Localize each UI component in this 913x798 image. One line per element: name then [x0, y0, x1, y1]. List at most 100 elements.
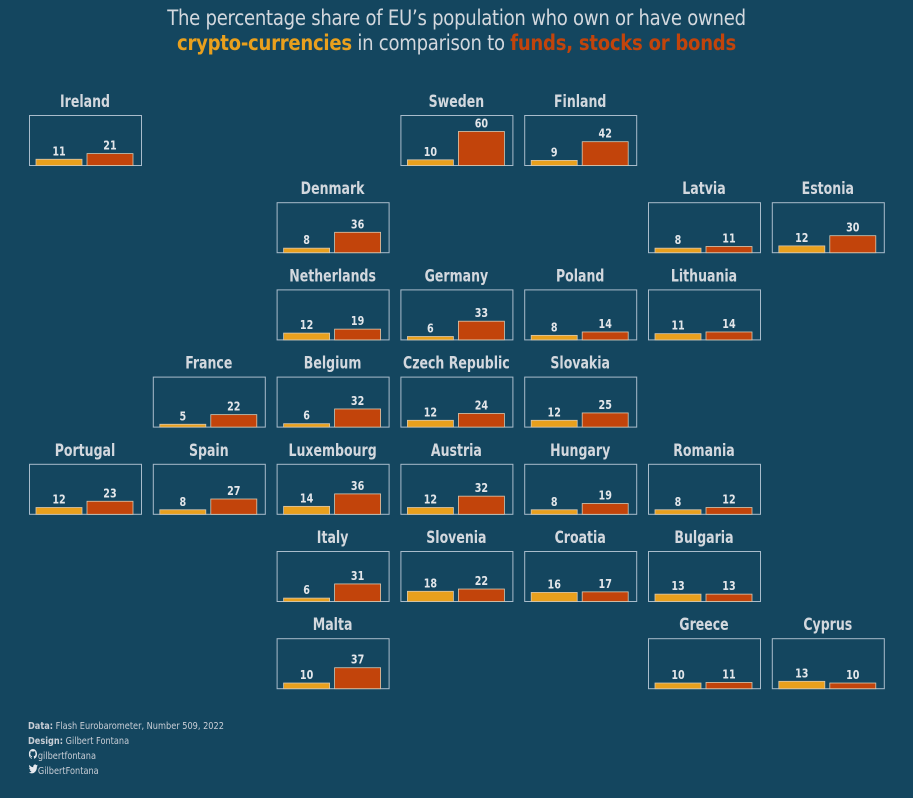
- funds-bar: [581, 591, 629, 602]
- tile-frame: [276, 463, 390, 515]
- country-tile-germany: Germany 6 33: [400, 266, 514, 341]
- tile-frame: [276, 289, 390, 341]
- country-tile-finland: Finland 9 42: [524, 92, 638, 166]
- crypto-value-label: 10: [671, 668, 685, 682]
- country-label: Estonia: [802, 179, 854, 199]
- country-label: Luxembourg: [288, 440, 376, 460]
- crypto-bar: [35, 507, 83, 515]
- country-label: Slovenia: [426, 528, 486, 548]
- crypto-bar: [530, 334, 578, 341]
- crypto-bar: [654, 333, 702, 341]
- tile-frame: [771, 638, 885, 690]
- github-icon: [28, 749, 38, 764]
- funds-bar: [705, 682, 753, 690]
- country-label: Spain: [189, 440, 229, 460]
- funds-value-label: 12: [722, 492, 735, 506]
- country-label: Hungary: [550, 440, 610, 460]
- funds-value-label: 19: [599, 488, 612, 502]
- funds-bar: [334, 231, 382, 254]
- country-label: Latvia: [682, 179, 725, 199]
- funds-value-label: 32: [475, 481, 488, 495]
- title-middle-text: in comparison to: [351, 31, 511, 55]
- tile-frame: [648, 463, 761, 515]
- tile-frame: [276, 638, 390, 690]
- tile-frame: [524, 551, 638, 602]
- country-label: Portugal: [55, 440, 116, 460]
- crypto-value-label: 12: [424, 492, 437, 506]
- funds-bar: [86, 153, 134, 166]
- funds-value-label: 27: [227, 484, 240, 498]
- funds-value-label: 33: [475, 306, 488, 320]
- country-label: Belgium: [304, 353, 362, 373]
- crypto-bar: [406, 336, 454, 341]
- funds-bar: [210, 414, 258, 428]
- funds-bar: [581, 503, 629, 515]
- country-label: Croatia: [555, 528, 606, 548]
- credit-twitter: GilbertFontana: [28, 764, 224, 779]
- crypto-bar: [530, 159, 578, 166]
- funds-value-label: 36: [351, 217, 364, 231]
- country-tile-slovenia: Slovenia 18 22: [400, 528, 514, 602]
- country-tile-luxembourg: Luxembourg 14 36: [276, 440, 390, 515]
- credit-data-label: Data:: [28, 721, 54, 732]
- country-tile-denmark: Denmark 8 36: [276, 179, 390, 254]
- country-tile-estonia: Estonia 12 30: [771, 179, 885, 254]
- crypto-bar: [159, 509, 207, 515]
- country-label: Bulgaria: [674, 528, 733, 548]
- crypto-bar: [406, 507, 454, 515]
- country-tile-romania: Romania 8 12: [648, 440, 761, 515]
- crypto-bar: [778, 680, 826, 690]
- twitter-handle: GilbertFontana: [37, 766, 99, 777]
- country-tile-lithuania: Lithuania 11 14: [648, 266, 761, 341]
- crypto-bar: [530, 419, 578, 428]
- crypto-bar: [530, 509, 578, 515]
- crypto-bar: [406, 419, 454, 428]
- country-label: Cyprus: [803, 615, 852, 635]
- crypto-bar: [283, 423, 331, 428]
- country-label: Malta: [313, 615, 353, 635]
- funds-value-label: 23: [103, 486, 116, 500]
- crypto-value-label: 16: [548, 577, 561, 591]
- crypto-bar: [654, 247, 702, 254]
- tile-frame: [29, 115, 142, 166]
- country-label: Ireland: [60, 92, 110, 112]
- crypto-bar: [283, 682, 331, 690]
- country-label: Austria: [431, 440, 482, 460]
- funds-value-label: 30: [846, 221, 860, 235]
- country-label: Slovakia: [550, 353, 610, 373]
- country-tile-poland: Poland 8 14: [524, 266, 638, 341]
- tile-frame: [400, 551, 514, 602]
- crypto-bar: [654, 682, 702, 690]
- country-tile-bulgaria: Bulgaria 13 13: [648, 528, 761, 602]
- country-label: Czech Republic: [403, 353, 510, 373]
- country-label: Poland: [556, 266, 604, 286]
- funds-value-label: 60: [475, 116, 489, 130]
- funds-bar: [581, 141, 629, 166]
- crypto-value-label: 6: [303, 409, 310, 423]
- funds-value-label: 19: [351, 314, 364, 328]
- funds-value-label: 22: [475, 574, 488, 588]
- title-line-1: The percentage share of EU’s population …: [167, 6, 746, 30]
- crypto-value-label: 8: [675, 495, 682, 509]
- country-label: France: [185, 353, 232, 373]
- credit-data: Data: Flash Eurobarometer, Number 509, 2…: [28, 719, 224, 734]
- country-tile-france: France 5 22: [152, 353, 266, 428]
- tile-frame: [524, 463, 638, 515]
- country-label: Germany: [425, 266, 489, 286]
- crypto-value-label: 12: [52, 492, 65, 506]
- country-tile-malta: Malta 10 37: [276, 615, 390, 690]
- credit-data-value: Flash Eurobarometer, Number 509, 2022: [53, 721, 224, 732]
- tile-frame: [400, 115, 514, 166]
- crypto-value-label: 18: [424, 576, 437, 590]
- crypto-value-label: 11: [52, 144, 65, 158]
- funds-bar: [581, 412, 629, 428]
- country-tile-belgium: Belgium 6 32: [276, 353, 390, 428]
- funds-bar: [829, 235, 877, 254]
- country-tile-ireland: Ireland 11 21: [29, 92, 142, 166]
- funds-bar: [334, 328, 382, 341]
- crypto-bar: [283, 597, 331, 602]
- funds-value-label: 11: [722, 667, 735, 681]
- tile-frame: [29, 463, 142, 515]
- tile-frame: [400, 376, 514, 428]
